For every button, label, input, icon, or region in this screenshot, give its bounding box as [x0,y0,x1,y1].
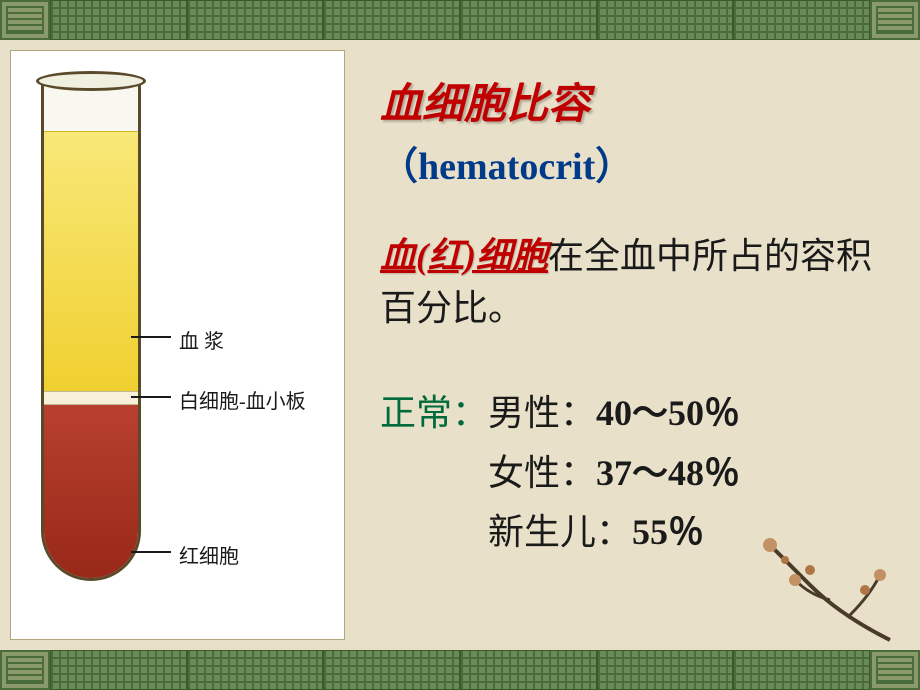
text-content: 血细胞比容 （hematocrit） 血(红)细胞在全血中所占的容积百分比。 正… [380,70,900,563]
female-value-line: 女性：37～48％ [380,444,900,503]
border-segment [187,650,324,690]
border-segment [323,650,460,690]
border-segment [187,0,324,40]
newborn-label: 新生儿： [488,512,632,552]
plasma-layer [44,131,138,391]
newborn-value: 55％ [632,512,704,552]
border-cap [0,650,50,690]
title-en-text: hematocrit [418,146,595,188]
border-bottom [0,650,920,690]
rbc-layer [44,405,138,578]
title-english: （hematocrit） [380,135,900,190]
definition-emphasis: 血(红)细胞 [380,236,548,276]
paren-open: （ [380,146,418,188]
tube-body [41,81,141,581]
female-value: 37～48％ [596,453,740,493]
buffy-leader [131,396,171,398]
rbc-leader [131,551,171,553]
branch-decoration [740,525,900,645]
border-segment [50,0,187,40]
tube-illustration: 血 浆 白细胞-血小板 红细胞 [10,50,345,640]
border-segment [50,650,187,690]
definition: 血(红)细胞在全血中所占的容积百分比。 [380,230,900,334]
border-segment [460,650,597,690]
male-value: 40～50％ [596,393,740,433]
normal-label: 正常： [380,393,488,433]
border-top [0,0,920,40]
border-segment [460,0,597,40]
border-cap [0,0,50,40]
plasma-leader [131,336,171,338]
border-segment [323,0,460,40]
border-cap [870,0,920,40]
female-label: 女性： [488,453,596,493]
border-segment [733,0,870,40]
border-segment [597,650,734,690]
border-segment [733,650,870,690]
test-tube [41,71,141,621]
tube-rim [36,71,146,91]
buffy-coat-layer [44,391,138,405]
male-label: 男性： [488,393,596,433]
plasma-label: 血 浆 [179,325,224,354]
border-segment [597,0,734,40]
male-value-line: 正常：男性：40～50％ [380,384,900,443]
buffy-label: 白细胞-血小板 [179,385,306,414]
title-chinese: 血细胞比容 [380,70,900,131]
border-cap [870,650,920,690]
paren-close: ） [595,146,633,188]
rbc-label: 红细胞 [179,540,239,569]
